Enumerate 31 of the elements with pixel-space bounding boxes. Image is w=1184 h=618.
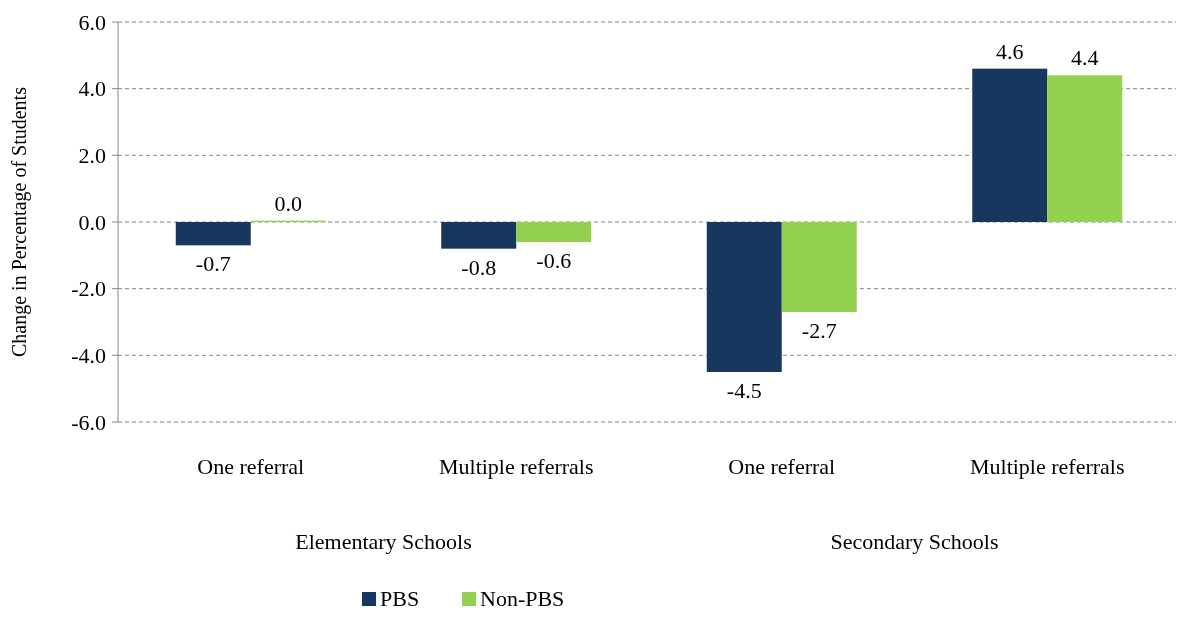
data-label: -0.6 <box>536 248 572 273</box>
bar <box>1047 75 1123 222</box>
data-label: -0.7 <box>195 251 231 277</box>
data-label: -0.8 <box>461 254 497 280</box>
data-label: -4.5 <box>726 378 762 403</box>
text: Secondary Schools <box>830 529 999 554</box>
bar <box>441 222 517 249</box>
bar <box>175 222 251 246</box>
y-tick-label: -6.0 <box>71 409 106 435</box>
y-axis-title: Change in Percentage of Students <box>8 86 31 357</box>
legend-label: PBS <box>380 586 420 611</box>
x-tick-label: One referral <box>197 454 305 479</box>
data-label: 0.0 <box>274 190 302 216</box>
y-tick-label: 4.0 <box>78 76 106 102</box>
data-label: -2.7 <box>801 318 837 343</box>
bar <box>972 68 1048 222</box>
y-tick-label: 6.0 <box>78 9 106 35</box>
x-tick-label: Multiple referrals <box>438 454 594 479</box>
data-label: 4.6 <box>996 38 1024 64</box>
text: Elementary Schools <box>295 529 472 554</box>
y-tick-label: 0.0 <box>78 209 106 235</box>
data-label: 4.4 <box>1071 45 1099 71</box>
bar <box>516 222 592 242</box>
y-tick-label: -2.0 <box>71 276 106 302</box>
x-tick-label: Multiple referrals <box>969 454 1125 479</box>
y-tick-label: -4.0 <box>71 343 106 369</box>
x-tick-label: One referral <box>728 454 836 479</box>
y-tick-label: 2.0 <box>78 143 106 169</box>
bar <box>781 222 857 312</box>
legend-label: Non-PBS <box>480 586 565 611</box>
bar <box>706 222 782 372</box>
